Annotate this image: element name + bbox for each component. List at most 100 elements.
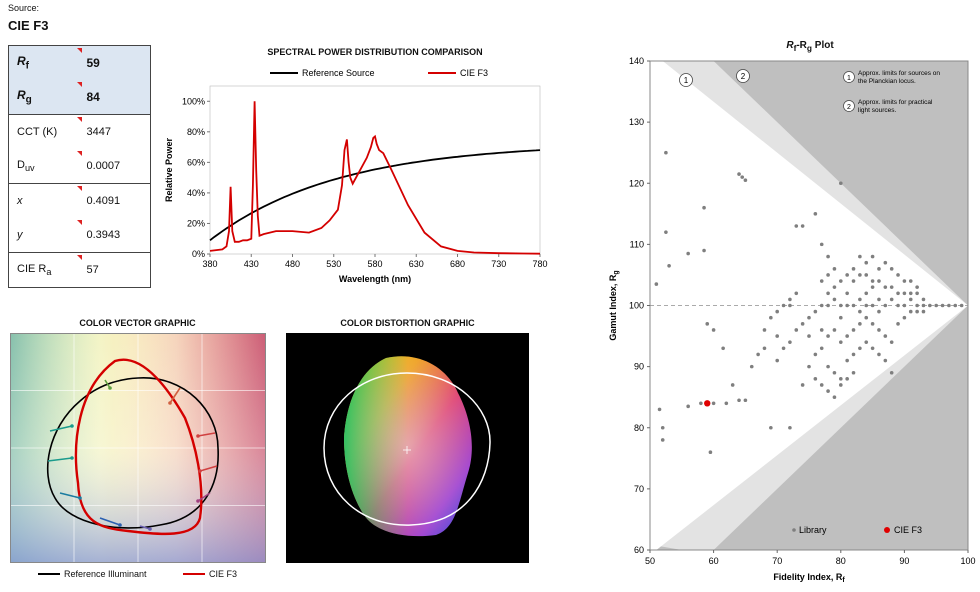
x-value: 0.4091	[86, 195, 121, 207]
rfrg-library-point	[870, 279, 875, 283]
rfrg-library-point	[908, 279, 913, 283]
rfrg-ytick-label: 130	[629, 117, 644, 127]
rfrg-library-point	[705, 322, 710, 326]
rfrg-library-point	[769, 425, 773, 430]
rfrg-library-point	[721, 346, 725, 351]
ra-label: CIE R	[17, 262, 47, 275]
rfrg-library-point	[819, 303, 824, 308]
rfrg-library-point	[877, 297, 881, 302]
rfrg-library-point	[908, 297, 913, 302]
source-name: CIE F3	[8, 18, 49, 33]
spd-xtick-label: 680	[450, 259, 465, 269]
rfrg-library-point	[870, 303, 875, 308]
rfrg-library-point	[889, 285, 894, 289]
rfrg-library-point	[819, 279, 824, 283]
rfrg-library-point	[800, 383, 805, 387]
rfrg-legend-library: Library	[799, 525, 827, 535]
rfrg-library-point	[877, 352, 881, 357]
rfrg-library-point	[807, 334, 811, 338]
rfrg-library-point	[851, 267, 856, 271]
metric-row-duv: Duv 0.0007	[8, 149, 151, 184]
rfrg-library-point	[870, 285, 875, 289]
rfrg-library-point	[788, 297, 792, 302]
marker-triangle	[76, 255, 82, 260]
rfrg-xtick-label: 60	[709, 556, 719, 566]
rfrg-note-1-marker	[843, 71, 855, 83]
rfrg-library-point	[845, 358, 849, 363]
rf-value: 59	[86, 56, 100, 70]
rfrg-library-point	[870, 254, 875, 259]
cvg-vector-arrow	[49, 425, 73, 432]
rfrg-library-point	[839, 315, 843, 320]
rfrg-library-point	[826, 291, 830, 296]
rfrg-library-point	[819, 328, 824, 332]
rfrg-library-point	[708, 450, 713, 455]
rfrg-library-point	[915, 285, 919, 289]
rfrg-library-point	[826, 273, 830, 277]
spd-xtick-label: 380	[202, 259, 217, 269]
rfrg-library-point	[819, 346, 824, 351]
cvg-vector-head	[78, 496, 82, 500]
rfrg-library-point	[832, 267, 837, 271]
rfrg-library-point	[749, 364, 754, 369]
cdg-distorted-shape-center	[344, 356, 472, 537]
rfrg-source-point	[704, 400, 711, 407]
rfrg-library-point	[858, 297, 862, 302]
spd-ytick-label: 20%	[187, 218, 205, 228]
rfrg-library-point	[813, 377, 818, 381]
rfrg-library-point	[934, 303, 938, 308]
spd-chart: 0% 20% 40% 60% 80% 100% 380 430 480 530 580 630 680 7…	[164, 68, 548, 284]
spd-xtick-label: 530	[326, 259, 341, 269]
rfrg-library-point	[762, 346, 767, 351]
rfrg-library-point	[664, 230, 668, 234]
metric-row-rg: Rg 84	[8, 80, 151, 115]
cvg-vector-head	[70, 424, 74, 428]
cvg-vector-arrow	[197, 492, 211, 502]
rfrg-library-point	[870, 346, 875, 351]
rfrg-library-point	[858, 309, 862, 314]
rfrg-library-point	[896, 303, 900, 308]
rfrg-library-point	[737, 398, 741, 403]
rfrg-library-point	[889, 297, 894, 302]
rfrg-marker-2-label: 2	[741, 72, 746, 81]
spd-ytick-label: 40%	[187, 188, 205, 198]
rfrg-planckian-band	[650, 61, 968, 550]
rfrg-ylabel: Gamut Index, Rg	[608, 270, 620, 340]
rfrg-library-point	[858, 322, 862, 326]
rfrg-ytick-label: 140	[629, 56, 644, 66]
rfrg-library-point	[845, 377, 849, 381]
rg-value: 84	[86, 90, 100, 104]
rfrg-xlabel: Fidelity Index, Rf	[773, 572, 845, 584]
rfrg-library-point	[921, 309, 926, 314]
y-value: 0.3943	[86, 229, 121, 241]
rfrg-library-point	[858, 273, 862, 277]
spd-xtick-label: 730	[491, 259, 506, 269]
rfrg-library-point	[740, 175, 745, 179]
rfrg-library-point	[832, 328, 837, 332]
rfrg-library-point	[826, 389, 830, 393]
rfrg-library-point	[877, 309, 881, 314]
rfrg-library-point	[743, 398, 748, 403]
rfrg-ytick-label: 80	[634, 423, 644, 433]
rfrg-xtick-label: 70	[772, 556, 782, 566]
marker-triangle	[76, 151, 82, 156]
rfrg-library-point	[864, 303, 869, 308]
rfrg-note-1: Approx. limits for sources on the Plancki…	[858, 70, 940, 85]
spd-xtick-label: 580	[367, 259, 382, 269]
rfrg-marker-1	[679, 73, 693, 87]
rfrg-xtick-label: 100	[960, 556, 975, 566]
rfrg-library-point	[826, 334, 830, 338]
cvg-vector-head	[70, 456, 74, 460]
rfrg-library-point	[807, 315, 811, 320]
marker-triangle	[76, 186, 82, 191]
rfrg-library-point	[889, 340, 894, 344]
rfrg-library-point	[921, 297, 926, 302]
rfrg-library-point	[902, 315, 907, 320]
rfrg-library-point	[794, 224, 799, 228]
rf-label: R	[17, 54, 26, 69]
rfrg-note-2: Approx. limits for practical light source…	[858, 99, 933, 114]
marker-triangle	[76, 48, 82, 53]
rfrg-library-point	[839, 279, 843, 283]
cct-value: 3447	[86, 126, 111, 138]
rfrg-library-point	[775, 334, 779, 338]
